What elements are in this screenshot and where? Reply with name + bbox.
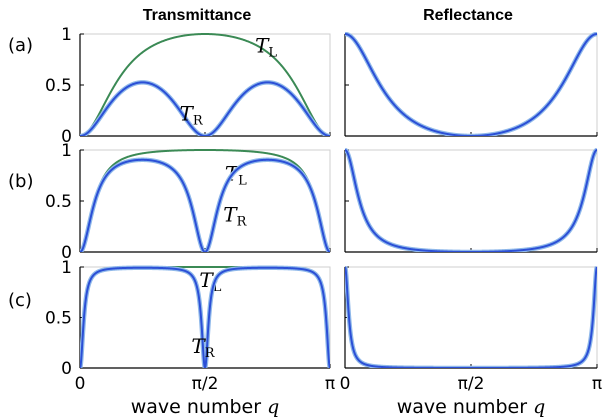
y-tick-label: 0: [61, 359, 72, 379]
x-tick-label: 0: [340, 374, 351, 394]
series-R-line: [345, 33, 597, 136]
series-label-T_R: TR: [191, 334, 215, 361]
series-label-T_L: TL: [255, 33, 277, 60]
plot-frame: [344, 33, 598, 137]
x-axis-labels: wave number q wave number q: [131, 396, 546, 418]
y-tick-label: 1: [61, 258, 72, 278]
series-R-glow: [345, 148, 597, 252]
plot-frame: [344, 266, 598, 369]
series-T_L-line: [80, 33, 330, 136]
x-tick-label: π: [325, 374, 335, 394]
series-label-T_R: TR: [223, 202, 247, 229]
x-axis-label-right-var: q: [533, 396, 545, 418]
panel-label-c: (c): [8, 290, 32, 311]
y-tick-label: 0.5: [45, 76, 72, 96]
series-T_R-line: [80, 158, 330, 252]
series-R-line: [345, 149, 597, 252]
series-R-line: [345, 266, 597, 368]
x-axis-label-left-text: wave number: [131, 396, 267, 418]
chart-reflectance-1: [344, 148, 598, 253]
y-tick-label: 0.5: [45, 309, 72, 329]
x-axis-label-right: wave number q: [397, 396, 546, 418]
series-T_R-line: [80, 266, 330, 368]
y-tick-label: 1: [61, 141, 72, 161]
x-tick-label: π/2: [192, 374, 219, 394]
panel-label-a: (a): [8, 35, 33, 56]
panel-labels: (a) (b) (c): [8, 35, 33, 311]
series-R-glow: [345, 265, 597, 368]
plot-frame: [79, 33, 331, 137]
y-tick-label: 0: [61, 127, 72, 147]
series-T_R-line: [80, 81, 330, 136]
chart-reflectance-2: 0 π/2 π: [340, 265, 602, 394]
column-titles: Transmittance Reflectance: [143, 7, 513, 24]
chart-transmittance-0: 0 0.5 1 TL TR: [45, 25, 331, 147]
y-tick-label: 1: [61, 25, 72, 45]
series-label-T_R: TR: [179, 102, 203, 129]
chart-transmittance-2: 0 0.5 1 0 π/2 π TL TR: [45, 258, 335, 394]
x-tick-label: π/2: [458, 374, 485, 394]
y-tick-label: 0: [61, 243, 72, 263]
series-T_R-glow: [80, 157, 330, 252]
x-axis-label-left: wave number q: [131, 396, 280, 418]
series-label-T_L: TL: [199, 268, 221, 295]
panel-label-b: (b): [8, 171, 33, 192]
x-tick-label: 0: [75, 374, 86, 394]
x-axis-label-right-text: wave number: [397, 396, 533, 418]
title-transmittance: Transmittance: [143, 7, 252, 24]
series-R-glow: [345, 32, 597, 136]
title-reflectance: Reflectance: [423, 7, 513, 24]
plot-frame: [344, 149, 598, 253]
chart-reflectance-0: [344, 32, 598, 137]
x-axis-label-left-var: q: [267, 396, 279, 418]
y-tick-label: 0.5: [45, 192, 72, 212]
x-tick-label: π: [592, 374, 602, 394]
series-T_R-glow: [80, 80, 330, 136]
series-T_L-line: [80, 149, 330, 252]
